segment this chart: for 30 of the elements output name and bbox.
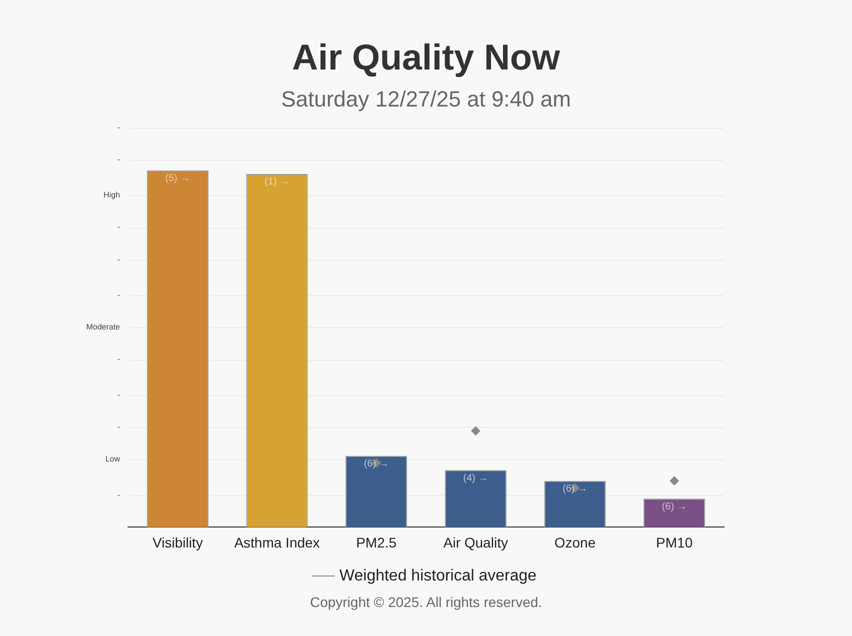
ref-line-label: Moderate: [86, 322, 121, 332]
x-tick-label: PM10: [656, 534, 693, 550]
annotation: (6) →: [364, 458, 389, 470]
annotation: (6) →: [562, 484, 588, 495]
x-tick-label: Asthma Index: [234, 534, 320, 550]
annotation: (6) →: [662, 501, 687, 512]
x-tick-label: Air Quality: [443, 534, 508, 550]
annotation: (4) →: [463, 472, 488, 484]
x-tick-label: Ozone: [554, 534, 596, 550]
ref-line-label: -: [117, 154, 120, 164]
chart-title: Air Quality Now: [292, 36, 562, 78]
ref-line-label: -: [117, 222, 120, 232]
ref-line-label: -: [117, 422, 120, 432]
point: [670, 476, 679, 486]
ref-line-label: -: [117, 254, 120, 264]
x-tick-label: PM2.5: [356, 534, 397, 550]
x-tick-label: Visibility: [152, 534, 203, 550]
ref-line-label: -: [117, 290, 120, 300]
ref-line-label: -: [117, 354, 120, 364]
ref-line-label: -: [117, 122, 120, 132]
annotation: (5) →: [165, 173, 190, 184]
annotation: (1) →: [264, 176, 290, 188]
text: Copyright © 2025. All rights reserved.: [310, 594, 542, 610]
ref-line-label: -: [117, 490, 120, 500]
ref-line-label: -: [117, 390, 120, 400]
point: [471, 426, 480, 436]
ref-line-label: High: [104, 190, 120, 200]
chart-subtitle: Saturday 12/27/25 at 9:40 am: [281, 86, 571, 112]
legend-label: Weighted historical average: [339, 567, 537, 584]
ref-line-label: Low: [105, 454, 120, 464]
